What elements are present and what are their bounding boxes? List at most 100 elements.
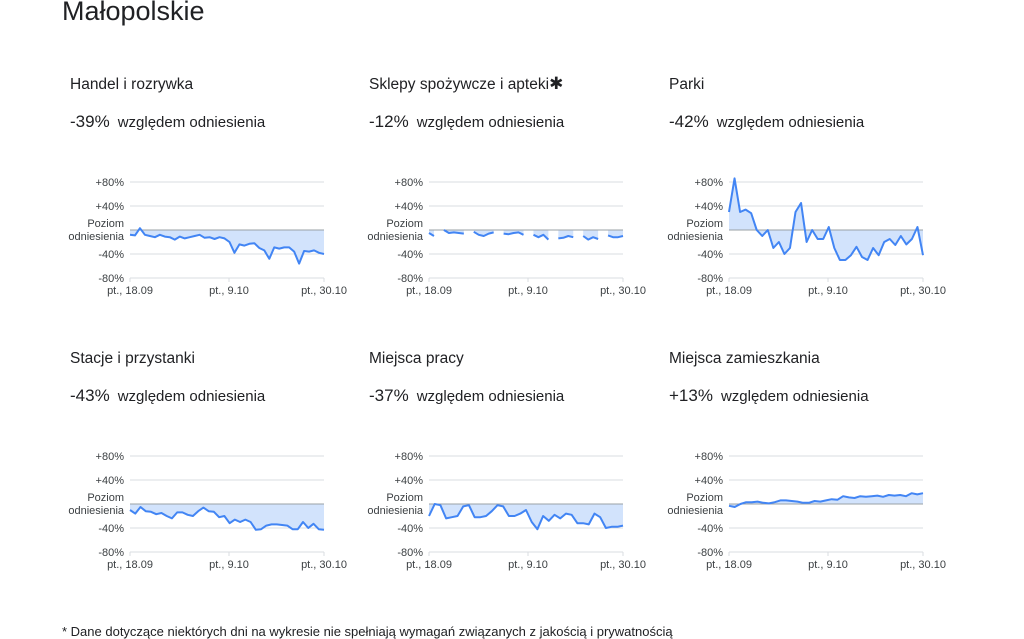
area-fill xyxy=(608,230,623,238)
chart-panel-grocery: Sklepy spożywcze i apteki✱ -12% względem … xyxy=(361,74,651,324)
panel-title: Handel i rozrywka xyxy=(70,76,194,93)
baseline-label: Poziom xyxy=(686,218,723,230)
change-summary: +13% względem odniesienia xyxy=(669,386,869,406)
baseline-label: odniesienia xyxy=(68,505,125,517)
change-summary: -39% względem odniesienia xyxy=(70,112,265,132)
change-summary: -42% względem odniesienia xyxy=(669,112,864,132)
y-tick-label: +40% xyxy=(395,475,424,487)
y-tick-label: +40% xyxy=(695,475,724,487)
y-tick-label: +80% xyxy=(96,177,125,189)
baseline-label: odniesienia xyxy=(667,231,724,243)
change-summary: -12% względem odniesienia xyxy=(369,112,564,132)
y-tick-label: +40% xyxy=(96,201,125,213)
series-line xyxy=(443,229,464,235)
change-label: względem odniesienia xyxy=(117,114,266,131)
change-percent: -43% xyxy=(70,386,110,405)
baseline-label: Poziom xyxy=(686,492,723,504)
chart-panel-retail: Handel i rozrywka -39% względem odniesien… xyxy=(62,74,352,324)
change-percent: -42% xyxy=(669,112,709,131)
series-line xyxy=(428,232,435,237)
y-tick-label: -40% xyxy=(397,523,423,535)
series-line xyxy=(428,503,624,531)
series-line xyxy=(582,235,599,241)
baseline-label: Poziom xyxy=(87,218,124,230)
x-tick-label: pt., 30.10 xyxy=(600,285,646,297)
panel-title: Stacje i przystanki xyxy=(70,350,195,367)
change-label: względem odniesienia xyxy=(416,388,565,405)
baseline-label: odniesienia xyxy=(667,505,724,517)
change-summary: -43% względem odniesienia xyxy=(70,386,265,406)
series-line xyxy=(533,233,550,241)
x-tick-label: pt., 9.10 xyxy=(508,559,548,571)
series-line xyxy=(728,492,924,508)
baseline-label: Poziom xyxy=(87,492,124,504)
x-tick-label: pt., 9.10 xyxy=(508,285,548,297)
area-fill xyxy=(729,178,923,260)
area-fill xyxy=(533,230,549,240)
y-tick-label: +80% xyxy=(395,451,424,463)
series-line xyxy=(728,177,924,261)
baseline-label: odniesienia xyxy=(367,505,424,517)
y-tick-label: -40% xyxy=(397,249,423,261)
region-title: Małopolskie xyxy=(62,0,205,26)
change-percent: -12% xyxy=(369,112,409,131)
x-tick-label: pt., 30.10 xyxy=(900,559,946,571)
x-tick-label: pt., 30.10 xyxy=(900,285,946,297)
change-label: względem odniesienia xyxy=(720,388,869,405)
x-tick-label: pt., 18.09 xyxy=(406,285,452,297)
panel-title: Sklepy spożywcze i apteki✱ xyxy=(369,74,564,93)
y-tick-label: +40% xyxy=(96,475,125,487)
change-summary: -37% względem odniesienia xyxy=(369,386,564,406)
series-line xyxy=(129,506,325,531)
panel-title: Miejsca zamieszkania xyxy=(669,350,820,367)
y-tick-label: -80% xyxy=(397,547,423,559)
y-tick-label: +80% xyxy=(395,177,424,189)
panel-title: Parki xyxy=(669,76,705,93)
change-percent: +13% xyxy=(669,386,713,405)
quality-note-icon: ✱ xyxy=(549,74,564,93)
series-line xyxy=(473,230,494,237)
x-tick-label: pt., 18.09 xyxy=(107,559,153,571)
chart-panel-parks: Parki -42% względem odniesienia +80% +40% -… xyxy=(661,74,951,324)
x-tick-label: pt., 18.09 xyxy=(706,559,752,571)
area-fill xyxy=(130,504,324,530)
y-tick-label: +80% xyxy=(695,451,724,463)
x-tick-label: pt., 9.10 xyxy=(808,285,848,297)
change-label: względem odniesienia xyxy=(416,114,565,131)
change-percent: -39% xyxy=(70,112,110,131)
x-tick-label: pt., 30.10 xyxy=(600,559,646,571)
change-label: względem odniesienia xyxy=(716,114,865,131)
y-tick-label: -80% xyxy=(98,273,124,285)
y-tick-label: -40% xyxy=(98,249,124,261)
y-tick-label: -80% xyxy=(397,273,423,285)
series-line xyxy=(607,234,624,239)
x-tick-label: pt., 30.10 xyxy=(301,559,347,571)
y-tick-label: -40% xyxy=(697,249,723,261)
y-tick-label: -80% xyxy=(98,547,124,559)
x-tick-label: pt., 9.10 xyxy=(808,559,848,571)
baseline-label: Poziom xyxy=(386,218,423,230)
x-tick-label: pt., 30.10 xyxy=(301,285,347,297)
series-line xyxy=(558,235,574,240)
y-tick-label: -40% xyxy=(98,523,124,535)
y-tick-label: +80% xyxy=(695,177,724,189)
chart-panel-transit: Stacje i przystanki -43% względem odniesi… xyxy=(62,348,352,598)
change-label: względem odniesienia xyxy=(117,388,266,405)
x-tick-label: pt., 9.10 xyxy=(209,559,249,571)
x-tick-label: pt., 18.09 xyxy=(406,559,452,571)
x-tick-label: pt., 18.09 xyxy=(706,285,752,297)
panel-title: Miejsca pracy xyxy=(369,350,464,367)
series-line xyxy=(129,227,325,265)
y-tick-label: +80% xyxy=(96,451,125,463)
baseline-label: Poziom xyxy=(386,492,423,504)
y-tick-label: +40% xyxy=(695,201,724,213)
baseline-label: odniesienia xyxy=(68,231,125,243)
area-fill xyxy=(130,228,324,264)
y-tick-label: -40% xyxy=(697,523,723,535)
x-tick-label: pt., 9.10 xyxy=(209,285,249,297)
x-tick-label: pt., 18.09 xyxy=(107,285,153,297)
